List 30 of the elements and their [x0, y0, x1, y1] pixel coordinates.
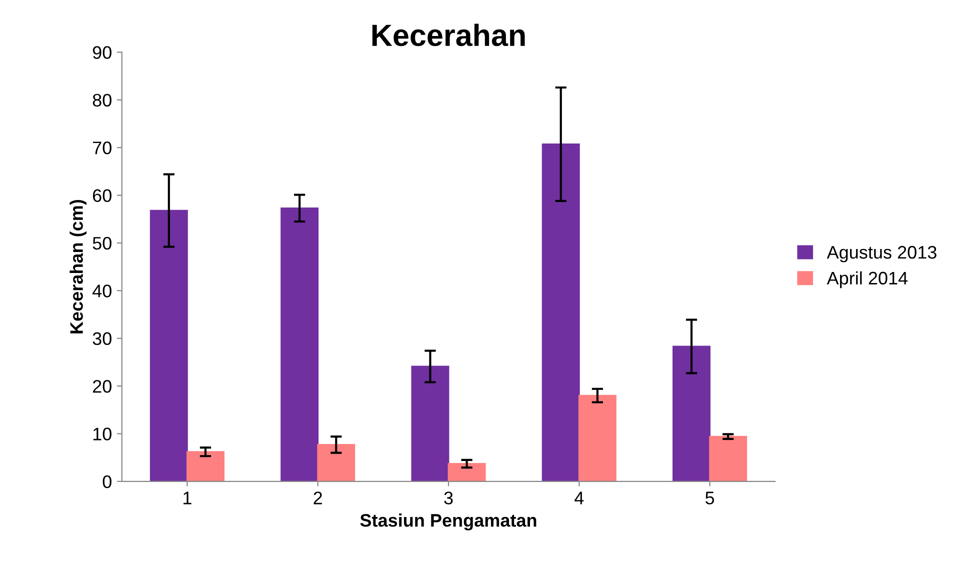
x-tick-label: 3 — [444, 492, 453, 504]
y-tick-label: 80 — [92, 94, 112, 107]
chart-title: Kecerahan — [372, 24, 525, 46]
y-axis-title: Kecerahan (cm) — [70, 200, 87, 334]
bar — [186, 451, 224, 482]
legend-label: Agustus 2013 — [826, 246, 936, 262]
x-axis-title: Stasiun Pengamatan — [360, 514, 536, 530]
y-tick-label: 30 — [92, 332, 112, 346]
legend-label: April 2014 — [826, 271, 908, 288]
y-tick-label: 20 — [92, 380, 112, 393]
x-tick-label: 2 — [314, 492, 322, 504]
y-tick-label: 60 — [92, 189, 112, 202]
bar — [578, 394, 616, 482]
bar — [280, 207, 319, 482]
bar — [411, 366, 450, 482]
bar — [448, 463, 486, 482]
x-tick-label: 5 — [706, 492, 714, 504]
bar — [709, 436, 748, 482]
bar — [317, 444, 356, 482]
bar — [672, 346, 710, 482]
y-tick-label: 0 — [102, 475, 112, 488]
bar — [150, 210, 188, 482]
y-tick-label: 50 — [92, 236, 112, 250]
y-tick-label: 70 — [92, 142, 112, 154]
x-tick-label: 4 — [574, 492, 584, 504]
y-tick-label: 40 — [92, 284, 112, 298]
x-tick-label: 1 — [184, 492, 192, 504]
bar — [542, 144, 580, 482]
y-tick-label: 90 — [92, 46, 112, 59]
y-tick-label: 10 — [93, 428, 112, 440]
